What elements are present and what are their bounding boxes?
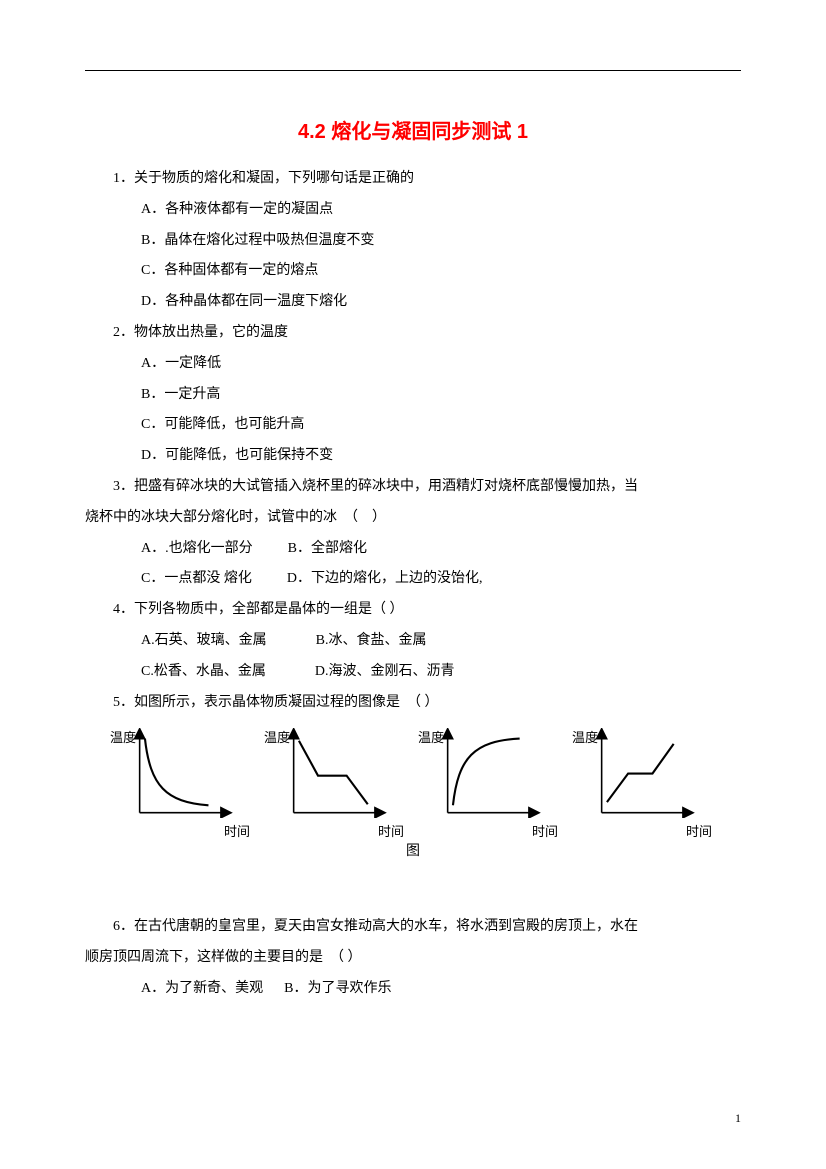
page-number: 1 xyxy=(735,1105,741,1131)
chart-a-xlabel: 时间 xyxy=(224,818,250,847)
spacer xyxy=(85,862,741,912)
q1-opt-d: D．各种晶体都在同一温度下熔化 xyxy=(85,287,741,318)
q1-opt-a: A．各种液体都有一定的凝固点 xyxy=(85,195,741,226)
chart-row: 温度 时间 温度 时间 温度 xyxy=(85,728,741,838)
chart-c-ylabel: 温度 xyxy=(418,724,444,753)
q4-stem: 4．下列各物质中，全部都是晶体的一组是（ ） xyxy=(85,595,741,626)
q5-stem: 5．如图所示，表示晶体物质凝固过程的图像是 （ ） xyxy=(85,688,741,719)
top-rule xyxy=(85,70,741,71)
chart-c-xlabel: 时间 xyxy=(532,818,558,847)
chart-b-curve xyxy=(299,741,368,805)
chart-d: 温度 时间 xyxy=(584,728,704,838)
chart-d-ylabel: 温度 xyxy=(572,724,598,753)
q2-opt-d: D．可能降低，也可能保持不变 xyxy=(85,441,741,472)
q3-opt-cd: C．一点都没 熔化 D．下边的熔化，上边的没饴化, xyxy=(85,564,741,595)
q6-line1: 6．在古代唐朝的皇宫里，夏天由宫女推动高大的水车，将水洒到宫殿的房顶上，水在 xyxy=(85,912,741,943)
q2-opt-b: B．一定升高 xyxy=(85,380,741,411)
q3-opt-ab: A．.也熔化一部分 B．全部熔化 xyxy=(85,534,741,565)
q1-opt-b: B．晶体在熔化过程中吸热但温度不变 xyxy=(85,226,741,257)
q6-opt-ab: A．为了新奇、美观 B．为了寻欢作乐 xyxy=(85,974,741,1005)
q6-line2: 顺房顶四周流下，这样做的主要目的是 （ ） xyxy=(85,943,741,974)
q1-stem: 1．关于物质的熔化和凝固，下列哪句话是正确的 xyxy=(85,164,741,195)
q3-line2: 烧杯中的冰块大部分熔化时，试管中的冰 （ ） xyxy=(85,503,741,534)
chart-a-curve xyxy=(145,739,209,806)
chart-b-xlabel: 时间 xyxy=(378,818,404,847)
chart-a: 温度 时间 xyxy=(122,728,242,838)
chart-b-ylabel: 温度 xyxy=(264,724,290,753)
q4-opt-cd: C.松香、水晶、金属 D.海波、金刚石、沥青 xyxy=(85,657,741,688)
chart-c: 温度 时间 xyxy=(430,728,550,838)
page-title: 4.2 熔化与凝固同步测试 1 xyxy=(85,110,741,154)
q1-opt-c: C．各种固体都有一定的熔点 xyxy=(85,256,741,287)
chart-b: 温度 时间 xyxy=(276,728,396,838)
q2-opt-c: C．可能降低，也可能升高 xyxy=(85,410,741,441)
chart-c-curve xyxy=(453,739,520,806)
q2-stem: 2．物体放出热量，它的温度 xyxy=(85,318,741,349)
q2-opt-a: A．一定降低 xyxy=(85,349,741,380)
q4-opt-ab: A.石英、玻璃、金属 B.冰、食盐、金属 xyxy=(85,626,741,657)
q3-line1: 3．把盛有碎冰块的大试管插入烧杯里的碎冰块中，用酒精灯对烧杯底部慢慢加热，当 xyxy=(85,472,741,503)
chart-a-ylabel: 温度 xyxy=(110,724,136,753)
figure-caption: 图 xyxy=(85,842,741,862)
chart-d-xlabel: 时间 xyxy=(686,818,712,847)
chart-d-curve xyxy=(607,744,674,802)
